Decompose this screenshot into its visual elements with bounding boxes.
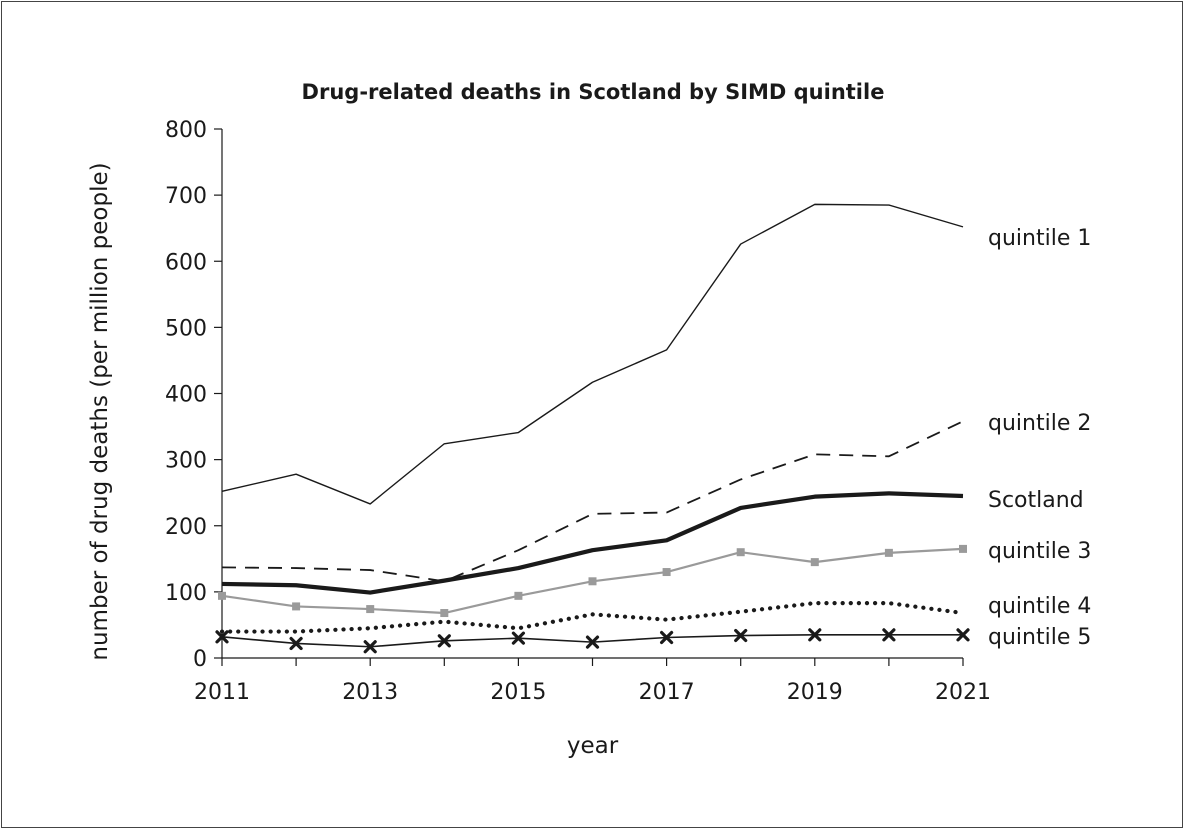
series-layer: quintile 1 quintile 2 Scotland quintile 3 qu… [215, 203, 1091, 654]
data-point [585, 635, 600, 649]
data-point [366, 605, 375, 614]
data-point [884, 548, 893, 557]
axes: 0 100 200 300 400 500 600 700 800 2011 2013 2015 201… [165, 118, 991, 705]
y-tick-label: 0 [193, 647, 207, 672]
data-point [810, 558, 819, 567]
chart-title: Drug-related deaths in Scotland by SIMD … [302, 80, 885, 104]
series-scotland: Scotland [221, 488, 1084, 595]
series-label: quintile 3 [988, 539, 1091, 564]
data-point [662, 568, 671, 577]
series-line [221, 203, 964, 505]
data-point [511, 631, 525, 645]
data-point [514, 591, 523, 600]
y-tick-label: 400 [165, 383, 207, 408]
y-tick-label: 100 [165, 581, 207, 606]
x-tick-label: 2011 [194, 680, 250, 705]
data-point [882, 628, 896, 642]
y-axis-label: number of drug deaths (per million peopl… [87, 162, 113, 660]
data-point [588, 577, 597, 586]
series-label: quintile 5 [988, 625, 1091, 650]
y-tick-label: 700 [165, 184, 207, 209]
series-label: Scotland [988, 488, 1084, 513]
y-tick-label: 200 [165, 515, 207, 540]
series-label: quintile 1 [988, 226, 1091, 251]
data-point [808, 628, 822, 642]
series-line [219, 601, 966, 634]
series-quintile-2: quintile 2 [221, 411, 1091, 583]
series-label: quintile 2 [988, 411, 1091, 436]
x-axis-label: year [567, 733, 619, 759]
data-point [734, 628, 748, 643]
data-point [660, 630, 674, 645]
data-point [215, 630, 229, 644]
x-tick-label: 2017 [639, 680, 695, 705]
y-tick-label: 500 [165, 316, 207, 341]
x-tick-label: 2019 [787, 680, 843, 705]
data-point [956, 628, 970, 642]
series-quintile-1: quintile 1 [221, 203, 1091, 505]
x-tick-label: 2015 [490, 680, 546, 705]
data-point [736, 548, 745, 557]
series-quintile-4: quintile 4 [219, 594, 1091, 634]
data-point [959, 544, 967, 553]
y-tick-label: 600 [165, 250, 207, 275]
data-point [292, 602, 301, 611]
data-point [440, 609, 449, 618]
y-tick-label: 300 [165, 449, 207, 474]
y-tick-label: 800 [165, 118, 207, 143]
data-point [218, 591, 226, 600]
series-line [221, 491, 964, 595]
series-label: quintile 4 [988, 594, 1091, 619]
series-quintile-5: quintile 5 [215, 625, 1091, 654]
x-tick-label: 2013 [342, 680, 398, 705]
data-point [363, 640, 377, 654]
series-quintile-3: quintile 3 [218, 539, 1091, 618]
x-tick-label: 2021 [935, 680, 991, 705]
data-point [437, 634, 451, 648]
data-point [289, 636, 303, 651]
series-line [221, 420, 964, 583]
